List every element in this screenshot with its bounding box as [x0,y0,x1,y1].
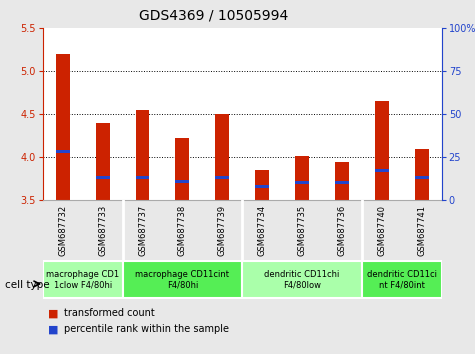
Bar [215,114,229,200]
Bar [56,54,70,200]
Bar [415,149,429,200]
Text: GSM687740: GSM687740 [378,205,386,256]
Bar [95,176,110,179]
Bar [375,169,389,172]
Bar [375,101,389,200]
Text: macrophage CD11cint
F4/80hi: macrophage CD11cint F4/80hi [135,270,229,289]
Bar [255,170,269,200]
FancyBboxPatch shape [362,261,442,298]
Text: GSM687737: GSM687737 [138,205,147,256]
Text: dendritic CD11chi
F4/80low: dendritic CD11chi F4/80low [265,270,340,289]
Bar [175,138,190,200]
Bar [95,123,110,200]
Text: GDS4369 / 10505994: GDS4369 / 10505994 [139,9,288,23]
Text: GSM687741: GSM687741 [418,205,426,256]
Text: GSM687734: GSM687734 [258,205,266,256]
Text: GSM687739: GSM687739 [218,205,227,256]
Bar [135,110,150,200]
Text: GSM687738: GSM687738 [178,205,187,256]
Bar [135,176,150,179]
FancyBboxPatch shape [123,261,242,298]
Text: ■: ■ [48,324,58,334]
Text: transformed count: transformed count [64,308,155,318]
Bar [215,176,229,179]
Text: dendritic CD11ci
nt F4/80int: dendritic CD11ci nt F4/80int [367,270,437,289]
Bar [335,181,349,184]
Text: cell type: cell type [5,280,49,290]
FancyBboxPatch shape [43,261,123,298]
Bar [255,185,269,188]
Text: ■: ■ [48,308,58,318]
Text: GSM687732: GSM687732 [58,205,67,256]
Text: GSM687733: GSM687733 [98,205,107,256]
Text: GSM687735: GSM687735 [298,205,306,256]
Bar [415,176,429,179]
Bar [295,156,309,200]
Text: GSM687736: GSM687736 [338,205,346,256]
Bar [56,150,70,154]
Text: macrophage CD1
1clow F4/80hi: macrophage CD1 1clow F4/80hi [46,270,119,289]
Bar [295,181,309,184]
FancyBboxPatch shape [242,261,362,298]
Text: percentile rank within the sample: percentile rank within the sample [64,324,229,334]
Bar [335,162,349,200]
Bar [175,179,190,183]
